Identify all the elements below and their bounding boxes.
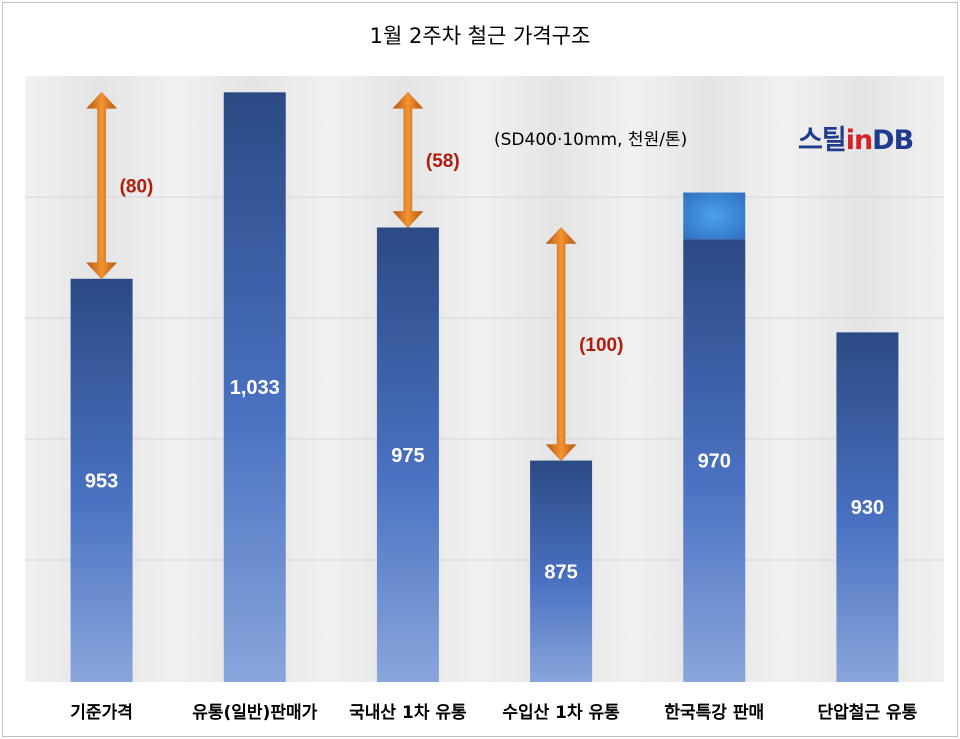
chart-subtitle: (SD400·10mm, 천원/톤) xyxy=(494,130,688,150)
category-label: 유통(일반)판매가 xyxy=(192,703,317,723)
category-label: 국내산 1차 유통 xyxy=(349,703,467,723)
data-label: 953 xyxy=(85,470,118,492)
bar xyxy=(376,227,439,682)
bar-highlight xyxy=(683,192,746,240)
category-label: 단압철근 유통 xyxy=(818,702,918,723)
steelindb-logo: 스틸inDB xyxy=(798,125,914,156)
bar xyxy=(223,92,286,683)
difference-label: (80) xyxy=(120,177,154,198)
difference-arrow xyxy=(545,227,577,461)
bar xyxy=(530,460,593,682)
data-label: 975 xyxy=(391,445,424,467)
chart-title: 1월 2주차 철근 가격구조 xyxy=(369,24,591,48)
bar xyxy=(683,239,746,682)
plot-area xyxy=(25,76,944,682)
data-label: 930 xyxy=(851,497,884,519)
data-label: 1,033 xyxy=(230,377,280,399)
difference-arrow xyxy=(86,91,118,280)
data-label: 875 xyxy=(544,561,577,583)
bar xyxy=(836,332,899,682)
difference-label: (100) xyxy=(579,335,623,356)
data-label: 970 xyxy=(698,451,731,473)
category-label: 수입산 1차 유통 xyxy=(502,703,620,723)
category-label: 기준가격 xyxy=(70,703,133,723)
bar xyxy=(70,278,133,682)
difference-arrow xyxy=(392,91,424,228)
difference-label: (58) xyxy=(426,151,460,172)
category-label: 한국특강 판매 xyxy=(664,703,764,723)
